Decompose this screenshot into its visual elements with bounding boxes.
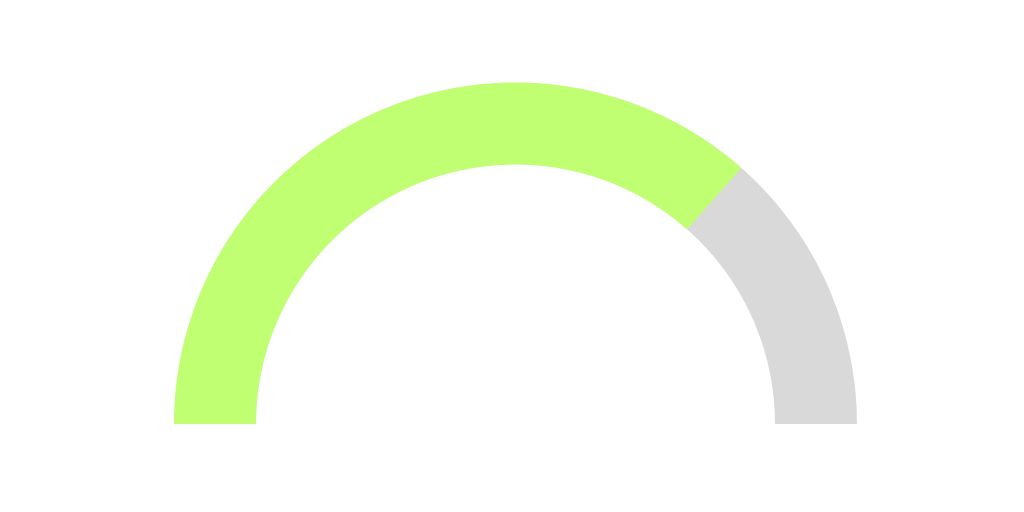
gauge-value-arc bbox=[174, 82, 742, 424]
